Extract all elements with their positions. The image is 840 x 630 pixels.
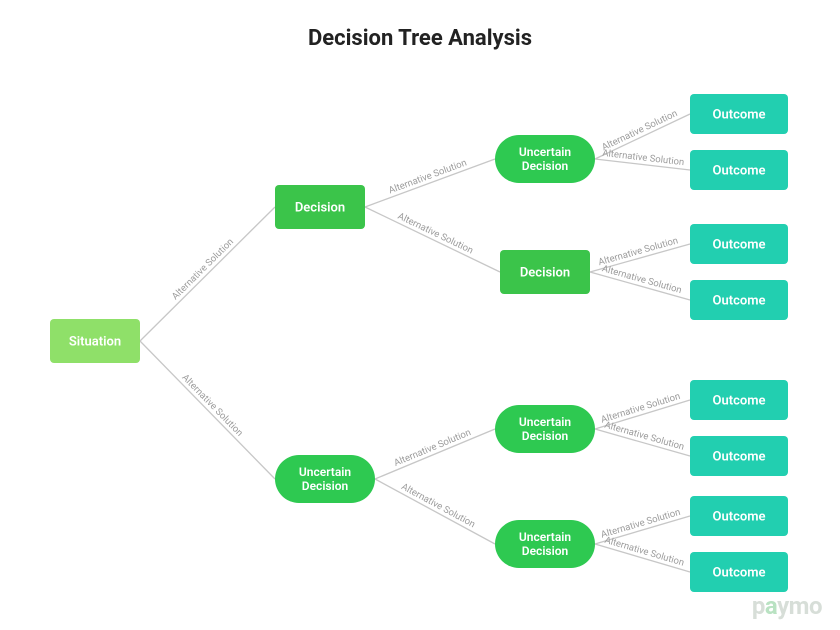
edge-label: Alternative Solution xyxy=(399,481,477,530)
node-label: Uncertain xyxy=(299,465,352,479)
brand-logo: paymo xyxy=(752,592,822,620)
edge xyxy=(375,429,495,479)
edge-label: Alternative Solution xyxy=(603,535,685,569)
node-label: Situation xyxy=(69,334,121,349)
node-label: Decision xyxy=(302,479,349,493)
node-label: Outcome xyxy=(712,393,765,408)
node-u1: UncertainDecision xyxy=(275,455,375,503)
node-o6: Outcome xyxy=(690,436,788,476)
node-d1: Decision xyxy=(275,185,365,229)
node-d1a: UncertainDecision xyxy=(495,135,595,183)
node-label: Uncertain xyxy=(519,415,572,429)
edge xyxy=(140,207,275,341)
node-u1a: UncertainDecision xyxy=(495,405,595,453)
edge xyxy=(375,479,495,544)
edge xyxy=(140,341,275,479)
node-o1: Outcome xyxy=(690,94,788,134)
node-label: Decision xyxy=(520,265,570,280)
node-label: Decision xyxy=(522,159,569,173)
node-label: Uncertain xyxy=(519,530,572,544)
node-label: Outcome xyxy=(712,509,765,524)
diagram-canvas: Alternative SolutionAlternative Solution… xyxy=(0,0,840,630)
node-label: Outcome xyxy=(712,293,765,308)
node-u1b: UncertainDecision xyxy=(495,520,595,568)
node-label: Outcome xyxy=(712,449,765,464)
edge-label: Alternative Solution xyxy=(600,108,679,153)
node-label: Outcome xyxy=(712,565,765,580)
node-root: Situation xyxy=(50,319,140,363)
edge-label: Alternative Solution xyxy=(597,235,679,268)
edge-label: Alternative Solution xyxy=(603,420,685,453)
edge-label: Alternative Solution xyxy=(396,211,475,257)
node-o7: Outcome xyxy=(690,496,788,536)
edge-label: Alternative Solution xyxy=(170,236,236,302)
edge xyxy=(365,159,495,207)
node-o8: Outcome xyxy=(690,552,788,592)
edge-label: Alternative Solution xyxy=(179,372,244,439)
node-label: Decision xyxy=(522,544,569,558)
node-label: Outcome xyxy=(712,163,765,178)
node-o3: Outcome xyxy=(690,224,788,264)
node-label: Decision xyxy=(522,429,569,443)
edge-label: Alternative Solution xyxy=(387,157,468,196)
node-label: Uncertain xyxy=(519,145,572,159)
edge-label: Alternative Solution xyxy=(392,427,472,469)
node-o2: Outcome xyxy=(690,150,788,190)
node-label: Decision xyxy=(295,200,345,215)
node-o5: Outcome xyxy=(690,380,788,420)
node-o4: Outcome xyxy=(690,280,788,320)
node-d1b: Decision xyxy=(500,250,590,294)
node-label: Outcome xyxy=(712,107,765,122)
node-label: Outcome xyxy=(712,237,765,252)
edge-label: Alternative Solution xyxy=(601,263,683,296)
edge xyxy=(365,207,500,272)
